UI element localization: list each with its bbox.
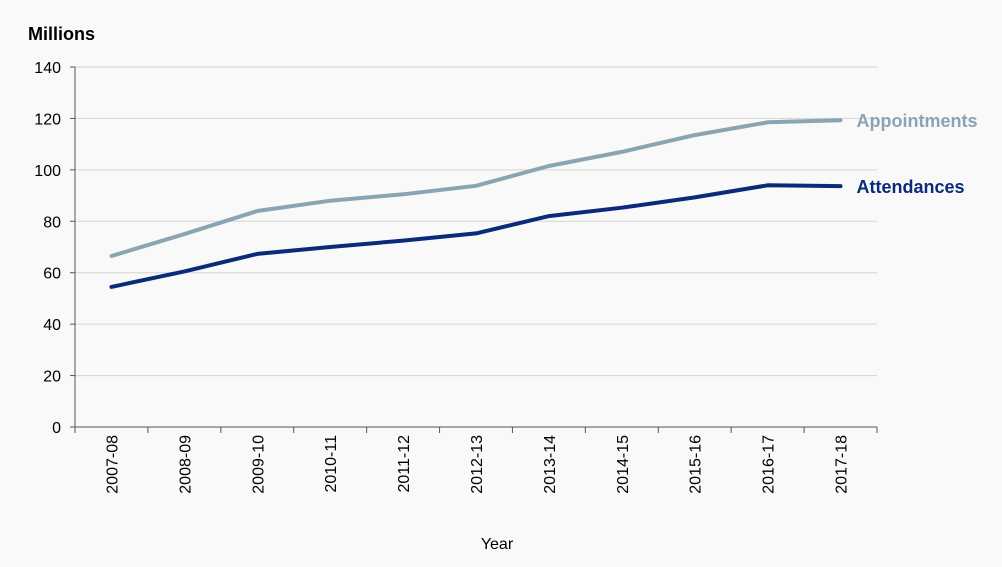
y-tick-label: 100: [34, 163, 61, 180]
x-tick-label: 2009-10: [250, 435, 267, 494]
axes: [74, 67, 877, 428]
x-axis-ticks: 2007-08 2008-09 2009-10 2010-11 2011-12 2012-…: [74, 427, 878, 494]
y-tick-label: 120: [34, 111, 61, 128]
x-tick-label: 2014-15: [615, 435, 632, 494]
series-labels: Appointments Attendances: [857, 111, 978, 197]
unit-label: Millions: [28, 24, 95, 44]
x-tick-label: 2016-17: [761, 435, 778, 494]
y-tick-label: 60: [43, 266, 61, 283]
gridlines: [75, 66, 877, 377]
x-tick-label: 2012-13: [469, 435, 486, 494]
series-line-attendances: [109, 183, 843, 289]
x-tick-label: 2007-08: [104, 435, 121, 494]
x-tick-label: 2015-16: [688, 435, 705, 494]
x-tick-label: 2011-12: [396, 435, 413, 493]
series-label-attendances: Attendances: [857, 177, 965, 197]
series-line-appointments: [109, 118, 843, 258]
y-tick-label: 80: [43, 214, 61, 231]
x-axis-title: Year: [481, 536, 514, 553]
x-tick-label: 2010-11: [323, 435, 340, 493]
x-tick-label: 2017-18: [834, 435, 851, 494]
y-tick-label: 20: [43, 369, 61, 386]
x-tick-label: 2008-09: [177, 435, 194, 494]
y-tick-label: 140: [34, 60, 61, 77]
series-lines: [109, 118, 843, 289]
y-tick-label: 40: [43, 317, 61, 334]
y-tick-label: 0: [52, 420, 61, 437]
y-axis-ticks: 0 20 40 60 80 100 120 140: [34, 60, 75, 437]
x-tick-label: 2013-14: [542, 435, 559, 494]
series-label-appointments: Appointments: [857, 111, 978, 131]
